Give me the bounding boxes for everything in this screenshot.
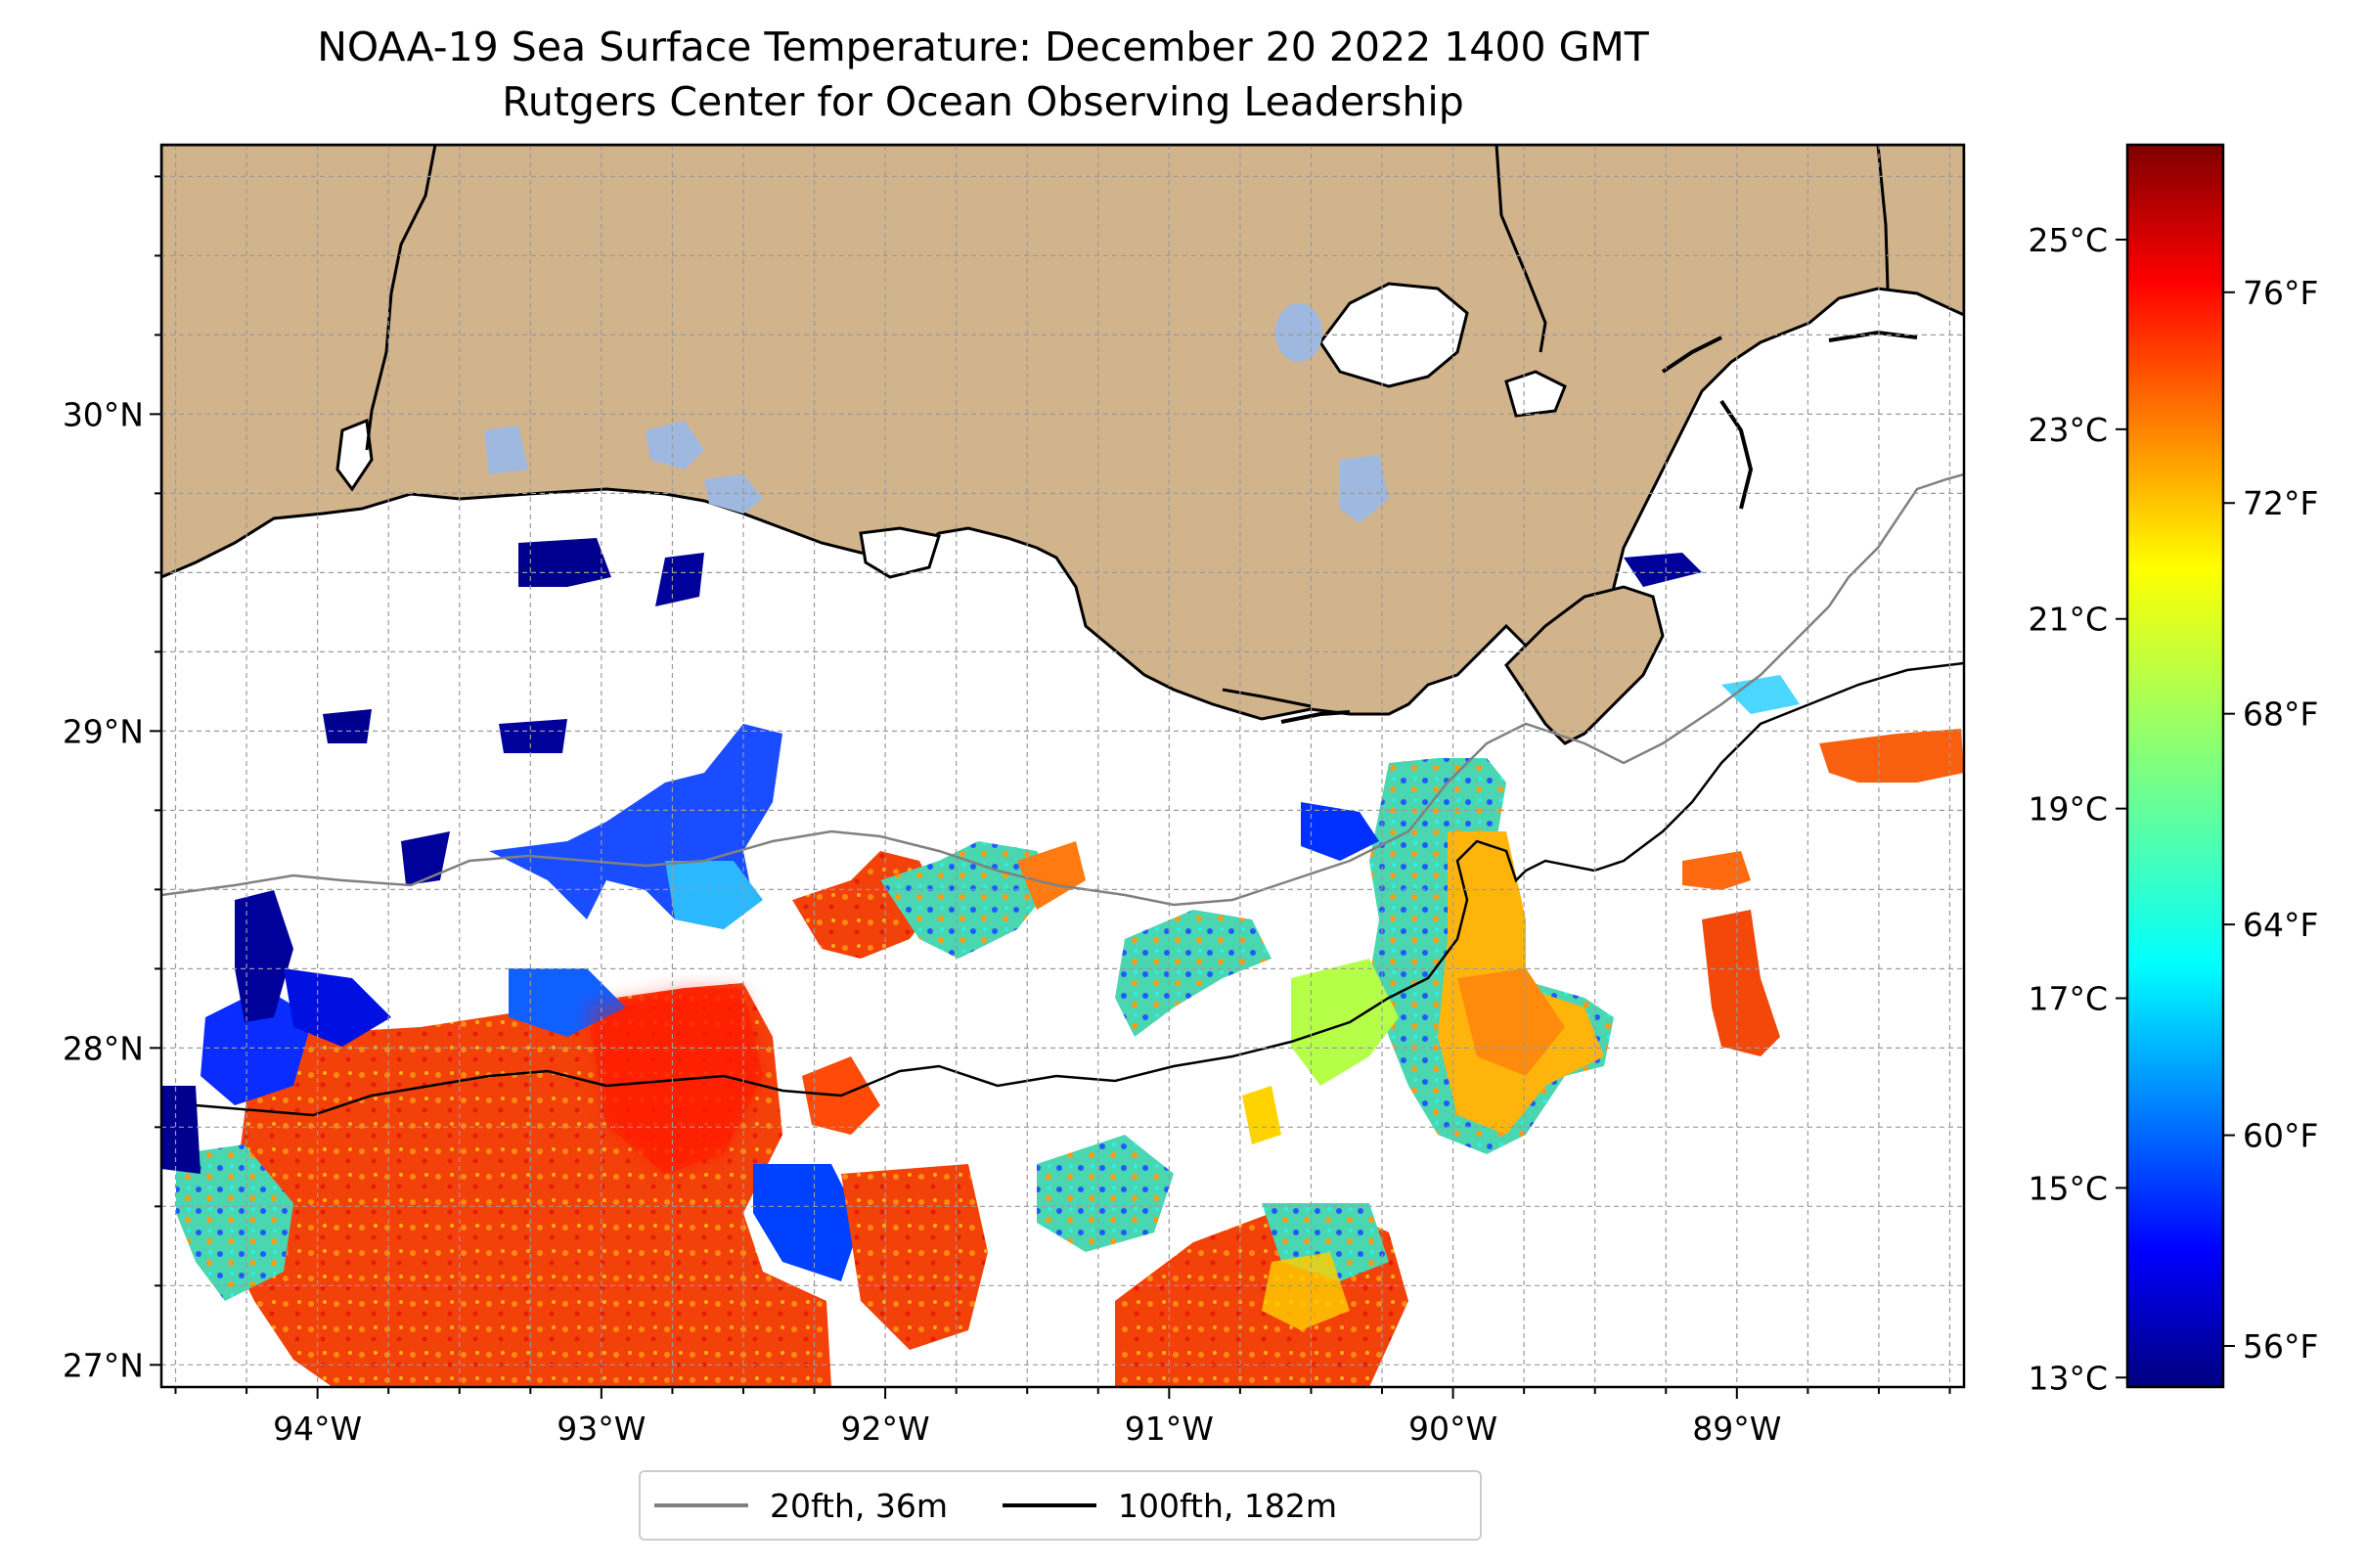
sabine-lake [484,426,528,474]
legend-label-100fth: 100fth, 182m [1118,1486,1337,1525]
fahrenheit-tick-label: 68°F [2243,695,2318,734]
isobath-legend: 20fth, 36m 100fth, 182m [639,1470,1482,1541]
lon-tick-label: 91°W [1125,1410,1214,1448]
sst-patch-east-cyan [1721,675,1800,714]
chart-title: NOAA-19 Sea Surface Temperature: Decembe… [317,23,1649,70]
map-frame [159,143,1966,1389]
map-ticks: 94°W 93°W 92°W 91°W 90°W 89°W 27°N 28°N 29°N 30°N [63,175,1951,1448]
land [161,145,1964,721]
celsius-tick-label: 25°C [2028,221,2108,259]
lon-tick-label: 94°W [273,1410,362,1448]
sst-patch-east-1 [1682,851,1751,890]
sst-patch-mississippi-blue [1301,802,1379,861]
barrier-island-2 [1280,710,1351,724]
sst-patch-cold-small-2 [323,709,372,743]
legend-line-black [1003,1503,1096,1507]
barrier-island-1 [1222,688,1312,708]
sst-patch-central-7 [1242,1086,1281,1144]
calcasieu-lake [335,418,374,492]
celsius-tick-label: 13°C [2028,1359,2108,1397]
sst-patch-south-mid [841,1164,988,1350]
sst-patch-cold-west-3 [284,968,391,1047]
fahrenheit-tick-label: 64°F [2243,906,2318,944]
legend-entry-100fth: 100fth, 182m [1003,1487,1337,1525]
chandeleur-arc [1719,399,1754,510]
lon-tick-label: 90°W [1408,1410,1497,1448]
isobath-20fth [161,472,1964,907]
sst-patch-nearshore-cold [518,538,611,587]
state-boundary-tx-la [365,145,437,451]
lat-tick-label: 28°N [63,1029,144,1067]
sst-patch-east-cold [1624,553,1702,587]
state-boundary-la-ms [1495,145,1547,353]
sst-patch-central-4 [1115,910,1272,1037]
legend-label-20fth: 20fth, 36m [770,1486,948,1525]
celsius-tick-label: 23°C [2028,411,2108,449]
chandeleur-islands [1661,336,1722,374]
lon-tick-label: 92°W [841,1410,930,1448]
sst-patch-southwest-band [176,1144,293,1301]
sst-patch-cold-small-1 [401,831,450,885]
sst-patch-cold-west-2 [235,890,293,1022]
sst-patch-central-6 [1037,1135,1174,1252]
grand-lake [646,421,704,470]
isobath-100fth [195,661,1964,1117]
lon-tick-label: 93°W [557,1410,646,1448]
sst-patch-cold-south [753,1164,861,1281]
sst-patch-shelf-cyan [665,861,763,929]
celsius-tick-label: 19°C [2028,790,2108,829]
lake-maurepas [1275,303,1322,362]
celsius-tick-label: 15°C [2028,1169,2108,1207]
fahrenheit-tick-label: 76°F [2243,274,2318,312]
legend-line-gray [654,1503,748,1507]
sst-patch-south-central-yellow [1262,1252,1350,1330]
sst-patch-edge-cold [161,1086,201,1174]
sst-patch-central-3 [1017,841,1086,910]
colorbar-ticks: 13°C 15°C 17°C 19°C 21°C 23°C 25°C 56°F 60°F 64°F… [2028,221,2318,1397]
fahrenheit-tick-label: 60°F [2243,1117,2318,1155]
bay-vermilion [859,526,941,579]
white-lake [704,474,763,514]
sst-patch-cold-west [201,988,313,1105]
lat-tick-label: 30°N [63,395,144,433]
state-boundary-ms-al [1876,145,1890,290]
sst-patch-mississippi-orange [1457,968,1565,1076]
sst-patch-east-2 [1702,910,1780,1056]
celsius-tick-label: 21°C [2028,601,2108,639]
sst-patch-far-east [1819,729,1964,783]
fahrenheit-tick-label: 72°F [2243,484,2318,522]
mississippi-delta [1504,585,1665,745]
sst-patch-central-2 [880,841,1056,959]
fahrenheit-tick-label: 56°F [2243,1327,2318,1366]
lon-tick-label: 89°W [1692,1410,1781,1448]
sst-patch-nearshore-cold-2 [655,553,704,606]
colorbar [2125,143,2225,1389]
lat-tick-label: 27°N [63,1346,144,1384]
gulf-islands [1828,330,1918,342]
sst-patch-mississippi-lime [1291,959,1399,1086]
celsius-tick-label: 17°C [2028,980,2108,1018]
legend-entry-20fth: 20fth, 36m [654,1487,948,1525]
chart-subtitle: Rutgers Center for Ocean Observing Leade… [502,78,1464,125]
gridlines [161,145,1964,1387]
sst-patch-cold-small-3 [499,719,567,753]
lake-salvador [1340,455,1389,523]
lat-tick-label: 29°N [63,712,144,750]
lake-borgne [1504,370,1567,418]
